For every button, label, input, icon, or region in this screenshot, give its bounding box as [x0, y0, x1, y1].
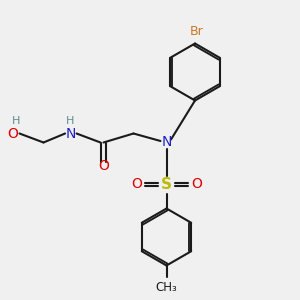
Text: S: S: [161, 177, 172, 192]
Text: O: O: [7, 127, 18, 140]
Text: O: O: [131, 178, 142, 191]
Text: H: H: [66, 116, 75, 126]
Text: H: H: [12, 116, 20, 126]
Text: N: N: [161, 136, 172, 149]
Text: CH₃: CH₃: [156, 281, 177, 294]
Text: N: N: [65, 127, 76, 140]
Text: O: O: [98, 160, 109, 173]
Text: Br: Br: [190, 25, 203, 38]
Text: O: O: [191, 178, 202, 191]
